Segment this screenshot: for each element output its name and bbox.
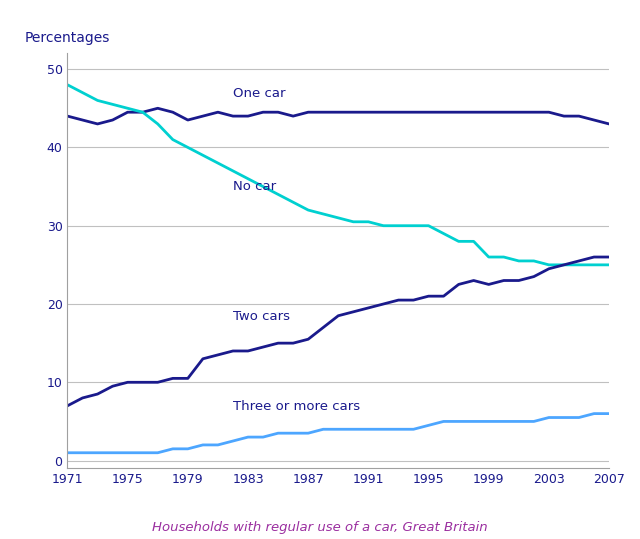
Text: No car: No car: [233, 181, 276, 194]
Text: Two cars: Two cars: [233, 310, 290, 323]
Text: One car: One car: [233, 87, 285, 100]
Text: Percentages: Percentages: [24, 31, 109, 45]
Text: Households with regular use of a car, Great Britain: Households with regular use of a car, Gr…: [152, 521, 488, 534]
Text: Three or more cars: Three or more cars: [233, 400, 360, 413]
